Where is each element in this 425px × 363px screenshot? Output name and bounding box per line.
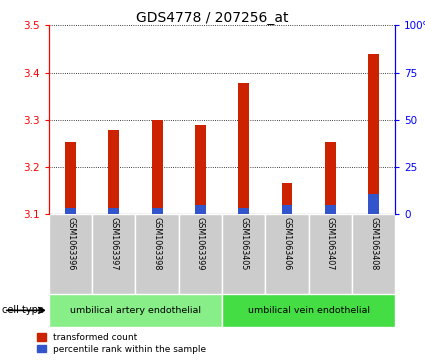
- Bar: [65, 142, 76, 208]
- Bar: [222, 214, 265, 294]
- Text: GSM1063398: GSM1063398: [153, 217, 162, 270]
- Text: GSM1063408: GSM1063408: [369, 217, 378, 270]
- Bar: [136, 214, 179, 294]
- Bar: [368, 194, 379, 214]
- Bar: [238, 83, 249, 208]
- Bar: [325, 142, 336, 205]
- Bar: [65, 208, 76, 214]
- Text: umbilical artery endothelial: umbilical artery endothelial: [70, 306, 201, 315]
- Bar: [352, 214, 395, 294]
- Text: cell type: cell type: [2, 305, 44, 315]
- Bar: [195, 126, 206, 205]
- Bar: [49, 214, 92, 294]
- Bar: [282, 184, 292, 205]
- Bar: [152, 208, 162, 214]
- Bar: [368, 54, 379, 194]
- Bar: [108, 208, 119, 214]
- Bar: [265, 214, 309, 294]
- Text: GSM1063405: GSM1063405: [239, 217, 248, 270]
- Text: GSM1063406: GSM1063406: [283, 217, 292, 270]
- Bar: [282, 205, 292, 214]
- Legend: transformed count, percentile rank within the sample: transformed count, percentile rank withi…: [34, 329, 210, 357]
- Bar: [92, 214, 136, 294]
- Bar: [222, 294, 395, 327]
- Bar: [238, 208, 249, 214]
- Text: GSM1063399: GSM1063399: [196, 217, 205, 270]
- Bar: [179, 214, 222, 294]
- Bar: [309, 214, 352, 294]
- Text: GSM1063407: GSM1063407: [326, 217, 335, 270]
- Bar: [152, 120, 162, 208]
- Bar: [195, 205, 206, 214]
- Bar: [325, 205, 336, 214]
- Text: umbilical vein endothelial: umbilical vein endothelial: [248, 306, 370, 315]
- Bar: [108, 130, 119, 208]
- Bar: [49, 294, 222, 327]
- Text: GDS4778 / 207256_at: GDS4778 / 207256_at: [136, 11, 289, 25]
- Text: GSM1063397: GSM1063397: [109, 217, 118, 270]
- Text: GSM1063396: GSM1063396: [66, 217, 75, 270]
